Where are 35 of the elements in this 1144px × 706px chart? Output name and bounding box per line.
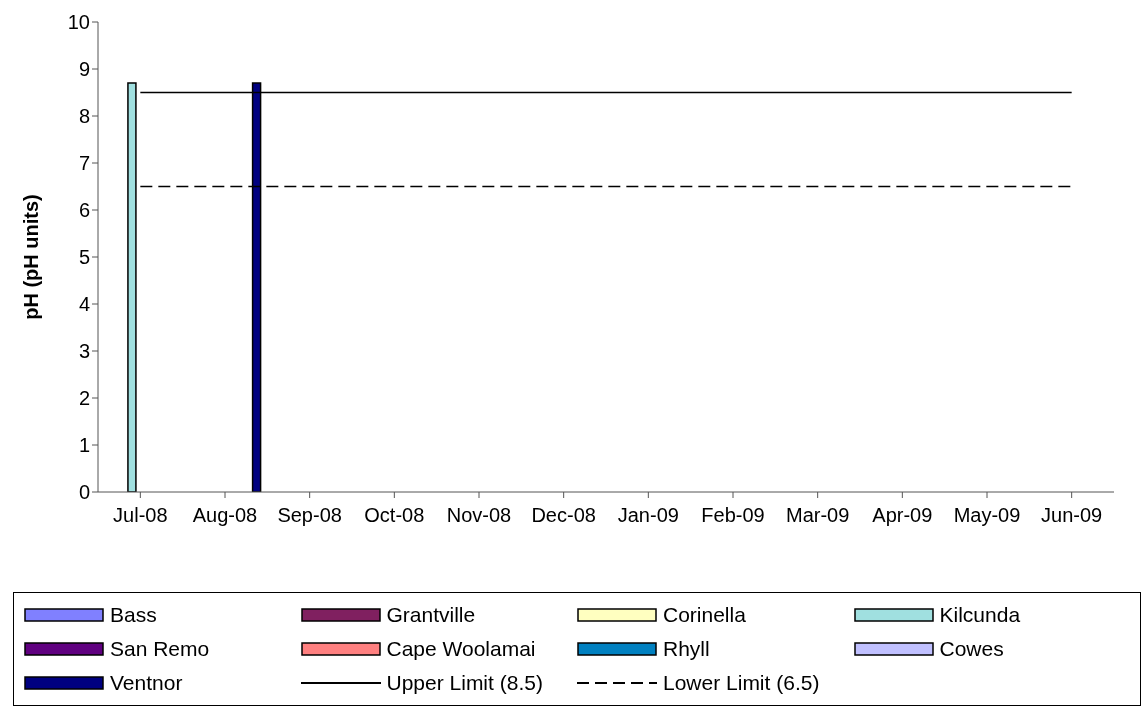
- x-tick-label: Oct-08: [364, 504, 425, 527]
- legend-label: San Remo: [110, 637, 210, 661]
- x-tick-label: Apr-09: [872, 504, 933, 527]
- legend-label: Grantville: [386, 603, 476, 627]
- y-axis-title: pH (pH units): [20, 194, 43, 320]
- x-tick-label: Jul-08: [113, 504, 168, 527]
- x-tick-label: Mar-09: [785, 504, 850, 527]
- legend-label: Rhyll: [663, 637, 710, 661]
- y-tick-label: 0: [78, 481, 90, 504]
- y-tick-label: 6: [78, 199, 90, 222]
- legend-label: Cowes: [939, 637, 1004, 661]
- y-tick-label: 10: [67, 11, 90, 34]
- y-tick-label: 9: [78, 58, 90, 81]
- legend-label: Ventnor: [110, 671, 183, 695]
- y-tick-label: 2: [78, 387, 90, 410]
- x-tick-label: Nov-08: [446, 504, 512, 527]
- x-tick-label: Dec-08: [531, 504, 596, 527]
- x-tick-label: May-09: [953, 504, 1021, 527]
- x-tick-label: Aug-08: [192, 504, 258, 527]
- y-tick-label: 4: [78, 293, 90, 316]
- y-tick-label: 7: [78, 152, 90, 175]
- y-tick-label: 1: [78, 434, 90, 457]
- legend-label: Bass: [110, 603, 157, 627]
- legend-label: Kilcunda: [939, 603, 1021, 627]
- legend-label: Cape Woolamai: [386, 637, 536, 661]
- y-tick-label: 5: [78, 246, 90, 269]
- x-tick-label: Jan-09: [617, 504, 679, 527]
- x-tick-label: Jun-09: [1041, 504, 1103, 527]
- legend-label: Upper Limit (8.5): [386, 671, 543, 695]
- legend-label: Corinella: [663, 603, 746, 627]
- x-tick-label: Sep-08: [277, 504, 342, 527]
- y-tick-label: 8: [78, 105, 90, 128]
- legend-label: Lower Limit (6.5): [663, 671, 820, 695]
- x-tick-label: Feb-09: [701, 504, 765, 527]
- y-tick-label: 3: [78, 340, 90, 363]
